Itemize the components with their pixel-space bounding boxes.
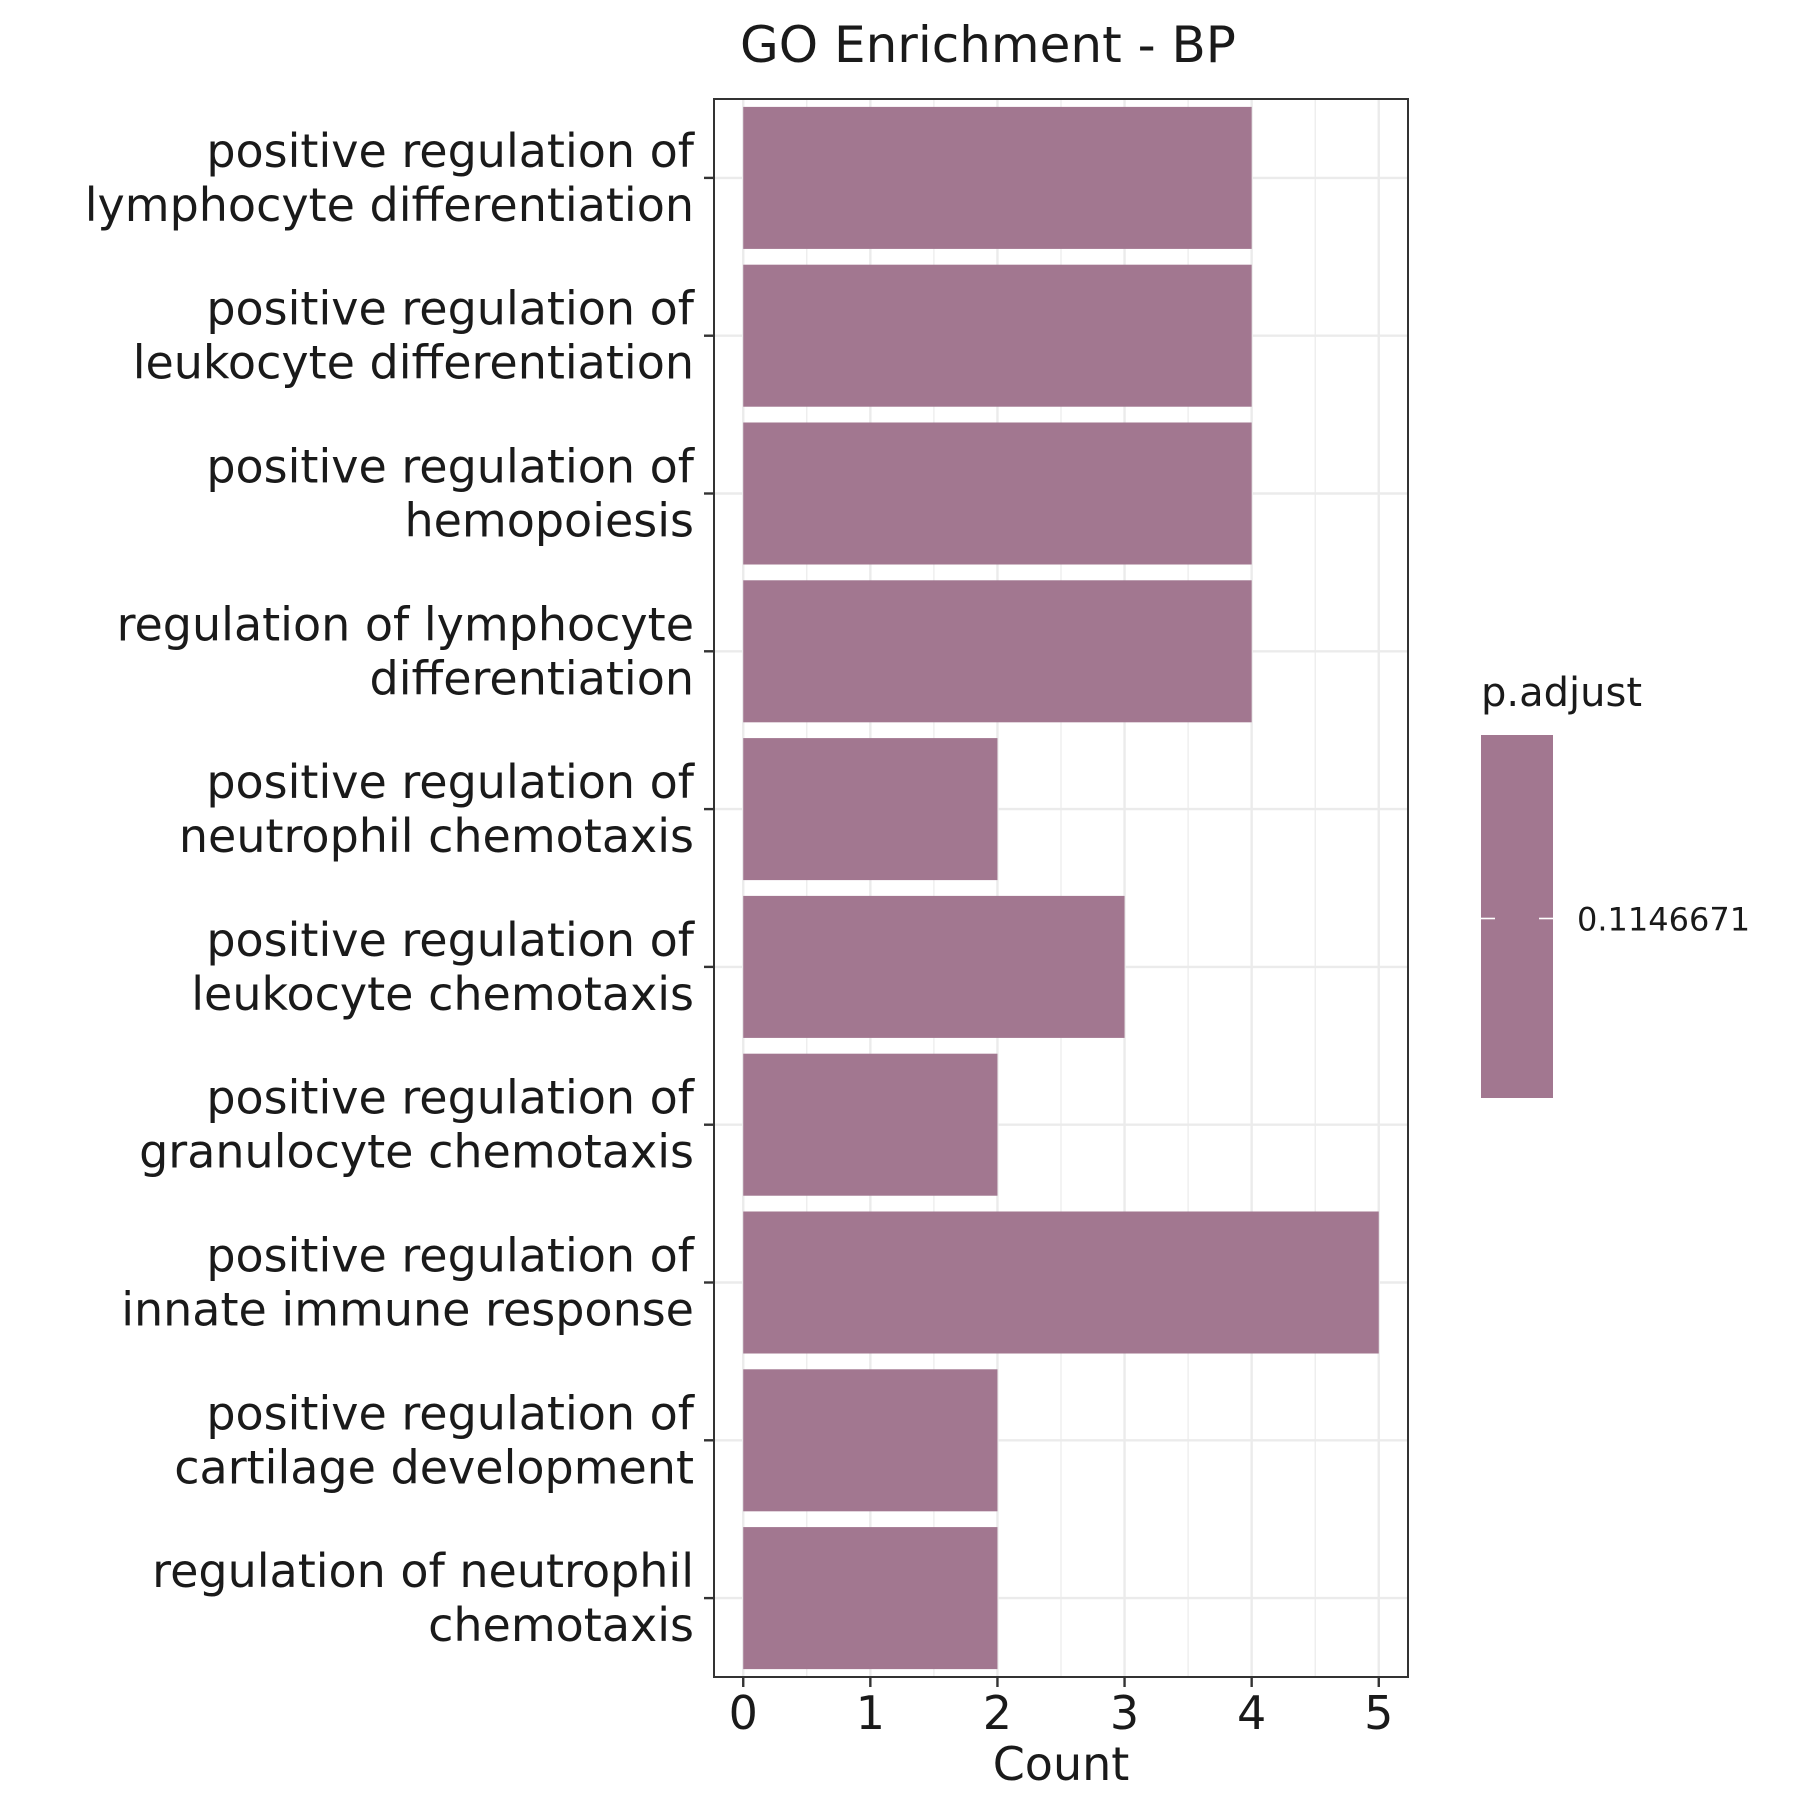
- y-tick-label: positive regulation of: [206, 282, 695, 336]
- x-axis-title: Count: [993, 1737, 1130, 1791]
- bar: [743, 1527, 998, 1670]
- y-tick-label: leukocyte chemotaxis: [191, 967, 694, 1021]
- bar: [743, 106, 1252, 249]
- y-tick-label: granulocyte chemotaxis: [139, 1125, 694, 1179]
- x-tick-label: 5: [1364, 1686, 1393, 1740]
- x-tick-label: 4: [1237, 1686, 1266, 1740]
- x-tick-label: 0: [729, 1686, 758, 1740]
- y-tick-label: positive regulation of: [206, 440, 695, 494]
- y-tick-label: positive regulation of: [206, 1229, 695, 1283]
- legend-colorbar: [1481, 735, 1553, 1098]
- y-tick-label: positive regulation of: [206, 1071, 695, 1125]
- bar: [743, 1053, 998, 1196]
- bar: [743, 422, 1252, 565]
- y-tick-label: neutrophil chemotaxis: [179, 809, 694, 863]
- x-tick-label: 1: [856, 1686, 885, 1740]
- legend-label: 0.1146671: [1577, 901, 1750, 939]
- bars: [743, 106, 1379, 1670]
- plot-panel-border: [713, 98, 1409, 1678]
- bar: [743, 264, 1252, 407]
- y-tick-label: leukocyte differentiation: [133, 336, 694, 390]
- bar: [743, 895, 1125, 1038]
- y-tick-label: chemotaxis: [428, 1598, 694, 1652]
- x-axis: 0 1 2 3 4 5: [729, 1677, 1393, 1740]
- y-tick-label: differentiation: [370, 651, 694, 705]
- y-tick-label: lymphocyte differentiation: [85, 178, 694, 232]
- y-tick-label: regulation of lymphocyte: [117, 597, 694, 651]
- legend-title: p.adjust: [1481, 670, 1642, 716]
- y-tick-label: innate immune response: [121, 1283, 694, 1337]
- x-tick-label: 2: [983, 1686, 1012, 1740]
- bar: [743, 1211, 1379, 1354]
- legend: p.adjust 0.1146671: [1481, 670, 1750, 1098]
- bar: [743, 580, 1252, 723]
- y-tick-label: hemopoiesis: [404, 494, 694, 548]
- bar: [743, 1369, 998, 1512]
- x-tick-label: 3: [1110, 1686, 1139, 1740]
- y-tick-label: cartilage development: [174, 1440, 694, 1494]
- y-tick-label: positive regulation of: [206, 913, 695, 967]
- y-tick-label: regulation of neutrophil: [152, 1544, 694, 1598]
- y-tick-label: positive regulation of: [206, 755, 695, 809]
- bar: [743, 738, 998, 881]
- y-tick-label: positive regulation of: [206, 1386, 695, 1440]
- y-tick-label: positive regulation of: [206, 124, 695, 178]
- chart-title: GO Enrichment - BP: [740, 16, 1236, 74]
